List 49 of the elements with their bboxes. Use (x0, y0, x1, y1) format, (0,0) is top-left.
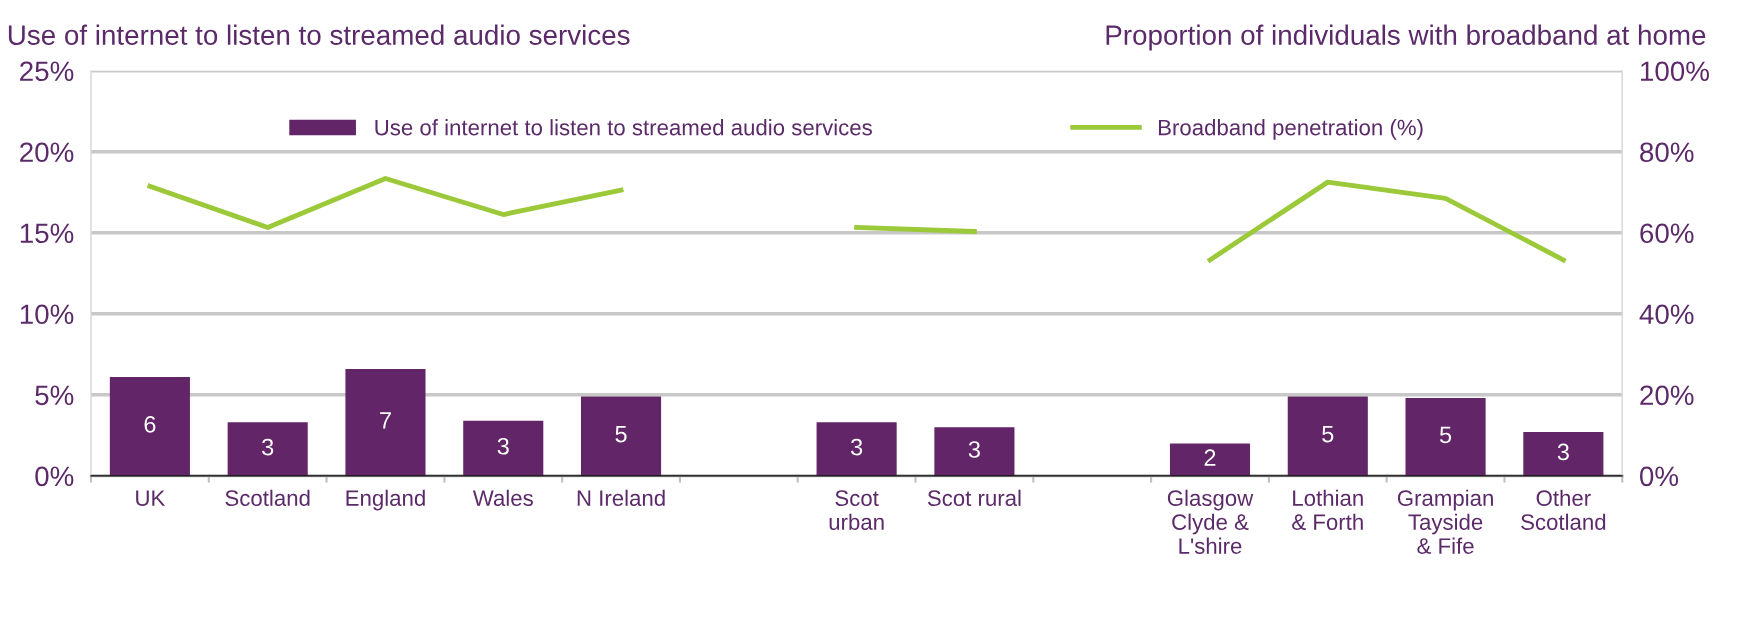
bar (581, 396, 662, 476)
y-axis-title: Use of internet to listen to streamed audio services (8, 24, 630, 45)
y2-axis-title: Proportion of individuals with broadband at home (1106, 24, 1706, 51)
y2-tick-label: 40% (1639, 304, 1694, 325)
bar (1523, 432, 1604, 476)
x-tick-label: Other Scotland (1521, 489, 1606, 530)
y2-tick-label: 100% (1641, 61, 1709, 82)
bar (463, 420, 544, 476)
y2-tick-label: 20% (1640, 385, 1694, 406)
data-label: 3 (497, 437, 509, 455)
y-tick-label: 25% (20, 61, 74, 82)
y-tick-label: 0% (35, 466, 74, 487)
data-label: 5 (615, 425, 627, 443)
data-label: 3 (262, 438, 274, 456)
x-tick-label: Glasgow Clyde & L'shire (1167, 489, 1254, 554)
data-label: 5 (1322, 425, 1334, 443)
legend-label: Broadband penetration (%) (1158, 119, 1423, 140)
y-tick-label: 20% (20, 142, 74, 163)
data-label: 6 (144, 416, 156, 433)
x-tick-label: Scot urban (829, 490, 884, 530)
y2-tick-label: 80% (1640, 142, 1694, 163)
bar (1405, 398, 1486, 476)
x-tick-label: N Ireland (577, 489, 665, 507)
x-tick-label: Grampian Tayside & Fife (1397, 489, 1493, 554)
legend-label: Use of internet to listen to streamed audio services (375, 119, 872, 136)
y2-tick-label: 0% (1640, 466, 1679, 487)
y-tick-label: 15% (20, 223, 74, 244)
bar (934, 427, 1015, 476)
bar (816, 422, 897, 476)
y-tick-label: 5% (35, 385, 74, 406)
data-label: 2 (1204, 449, 1216, 466)
y2-tick-label: 60% (1640, 223, 1694, 244)
bar (345, 368, 426, 476)
x-tick-label: Scot rural (927, 489, 1021, 507)
x-tick-label: Wales (472, 489, 533, 507)
x-tick-label: Scotland (225, 489, 310, 507)
bar (227, 422, 308, 476)
data-label: 3 (850, 438, 863, 456)
data-label: 3 (968, 441, 980, 458)
data-label: 3 (1557, 443, 1569, 461)
bar (1287, 396, 1368, 476)
data-label: 5 (1439, 426, 1452, 444)
x-tick-label: Lothian & Forth (1292, 489, 1363, 530)
x-tick-label: UK (136, 490, 166, 507)
y-tick-label: 10% (20, 304, 74, 325)
bar (109, 376, 190, 476)
x-tick-label: England (346, 489, 425, 511)
data-label: 7 (380, 412, 391, 429)
bar (1169, 443, 1251, 476)
